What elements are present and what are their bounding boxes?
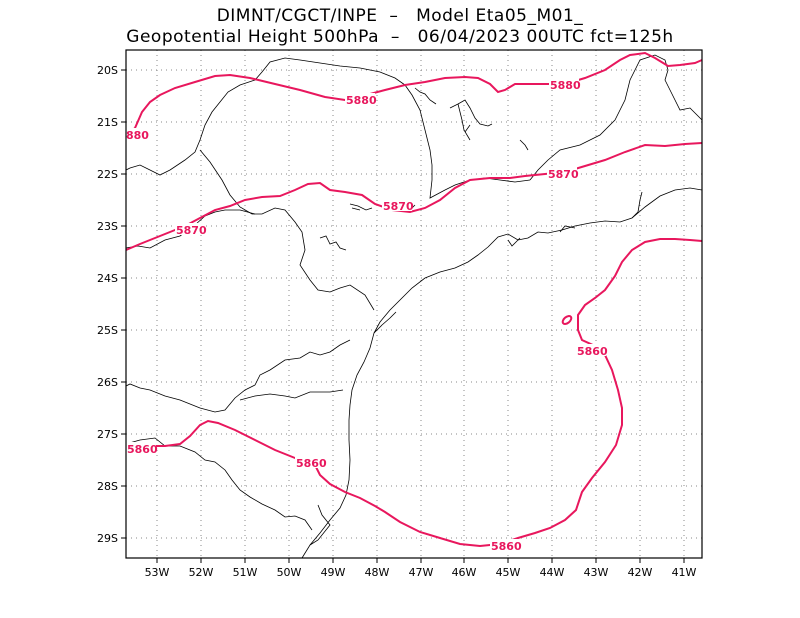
contour-label-group: 5880 5880 880 5870 5870 5870 5860 5860 5…: [126, 78, 608, 553]
lat-label: 25S: [97, 324, 118, 337]
contour-label: 5870: [383, 200, 414, 213]
lat-label: 29S: [97, 532, 118, 545]
contour-label: 5880: [346, 94, 377, 107]
contour-label: 5860: [296, 457, 327, 470]
lat-label: 27S: [97, 428, 118, 441]
contour-label: 5880: [550, 79, 581, 92]
lon-label: 52W: [189, 566, 214, 579]
lon-label: 46W: [452, 566, 477, 579]
axis-ticks: [121, 69, 685, 563]
contour-5880: [125, 51, 703, 136]
lat-label: 26S: [97, 376, 118, 389]
lat-label: 22S: [97, 168, 118, 181]
lon-label: 44W: [540, 566, 565, 579]
lon-label: 45W: [496, 566, 521, 579]
lon-axis-labels: 53W 52W 51W 50W 49W 48W 47W 46W 45W 44W …: [145, 566, 697, 579]
lon-label: 41W: [672, 566, 697, 579]
lon-label: 53W: [145, 566, 170, 579]
contour-lines: [125, 51, 703, 548]
lat-label: 24S: [97, 272, 118, 285]
lon-label: 48W: [365, 566, 390, 579]
map-frame: [125, 49, 703, 559]
contour-label: 5870: [176, 224, 207, 237]
contour-label: 5860: [127, 443, 158, 456]
lat-axis-labels: 20S 21S 22S 23S 24S 25S 26S 27S 28S 29S: [97, 64, 118, 545]
contour-label: 5870: [548, 168, 579, 181]
lon-label: 47W: [409, 566, 434, 579]
contour-label: 5860: [491, 540, 522, 553]
lon-label: 50W: [277, 566, 302, 579]
contour-5870: [125, 142, 703, 251]
contour-5860-loop: [561, 315, 573, 325]
lat-label: 28S: [97, 480, 118, 493]
map-title-line1: DIMNT/CGCT/INPE – Model Eta05_M01_: [216, 6, 584, 26]
coastline: [301, 187, 703, 559]
map-title-line2: Geopotential Height 500hPa – 06/04/2023 …: [126, 27, 674, 47]
contour-label: 880: [126, 129, 149, 142]
lon-label: 51W: [233, 566, 258, 579]
contour-5860: [125, 238, 703, 548]
lon-label: 49W: [321, 566, 346, 579]
lon-label: 42W: [628, 566, 653, 579]
lon-label: 43W: [584, 566, 609, 579]
contour-label: 5860: [577, 345, 608, 358]
coastline-borders: [125, 54, 703, 559]
lat-label: 20S: [97, 64, 118, 77]
lat-lon-grid: [126, 50, 702, 558]
lat-label: 21S: [97, 116, 118, 129]
lat-label: 23S: [97, 220, 118, 233]
state-border: [529, 54, 703, 181]
